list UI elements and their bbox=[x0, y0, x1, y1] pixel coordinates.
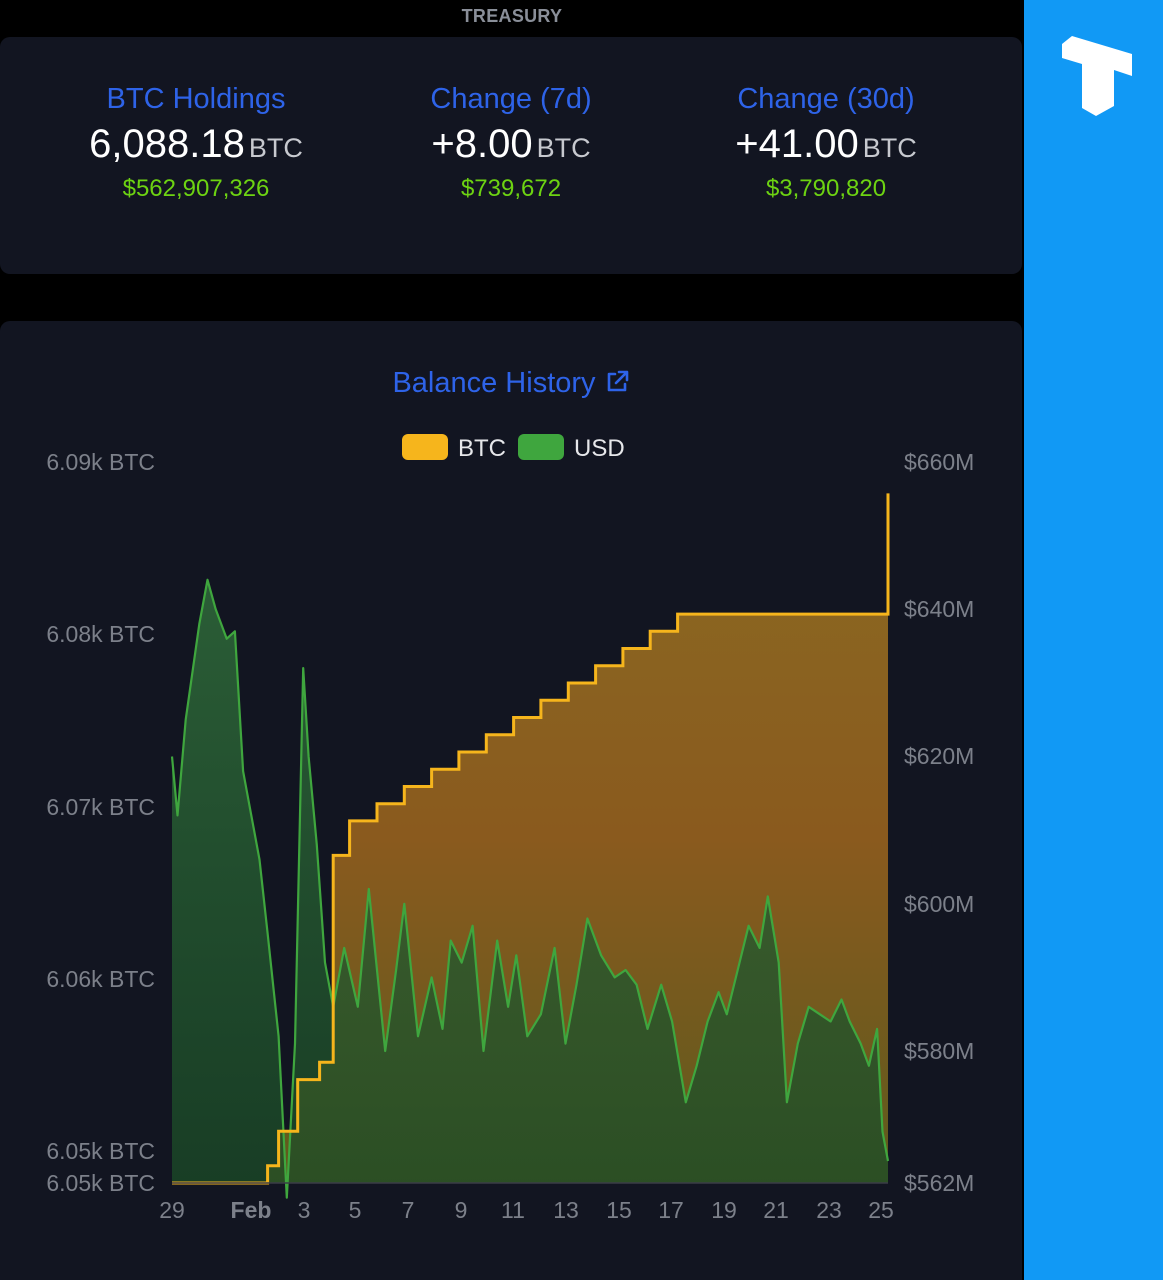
x-tick-label: 13 bbox=[553, 1197, 579, 1223]
stat-unit: BTC bbox=[862, 133, 917, 163]
stat-label: BTC Holdings bbox=[106, 83, 286, 115]
x-tick-label: 3 bbox=[298, 1197, 311, 1223]
stat-label: Change (7d) bbox=[430, 83, 592, 115]
stat-usd-value: $739,672 bbox=[460, 175, 562, 202]
legend-swatch bbox=[518, 434, 564, 460]
usd-series-line bbox=[170, 578, 890, 1199]
btc-series-line bbox=[172, 493, 890, 1185]
stat-change-30d: Change (30d) +41.00 BTC $3,790,820 bbox=[656, 83, 996, 203]
stat-value: 6,088.18 BTC bbox=[26, 122, 366, 167]
y-right-tick-label: $640M bbox=[904, 596, 974, 622]
chart-title[interactable]: Balance History bbox=[392, 367, 596, 399]
stat-usd-value: $562,907,326 bbox=[122, 175, 270, 202]
chart-lines bbox=[170, 493, 890, 1199]
stat-btc-holdings: BTC Holdings 6,088.18 BTC $562,907,326 bbox=[26, 83, 366, 203]
y-left-tick-label: 6.05k BTC bbox=[46, 1138, 155, 1164]
stats-card: BTC Holdings 6,088.18 BTC $562,907,326 Ch… bbox=[0, 37, 1022, 274]
stat-unit: BTC bbox=[536, 133, 591, 163]
x-tick-label: Feb bbox=[231, 1197, 272, 1223]
right-side-panel bbox=[1024, 0, 1163, 1280]
x-tick-label: 11 bbox=[501, 1197, 525, 1223]
balance-history-chart: BTC USD 6.09k BTC 6.08k BTC 6.07k BTC 6.06k … bbox=[46, 434, 974, 1223]
y-right-tick-label: $562M bbox=[904, 1170, 974, 1196]
chart-axes: 6.09k BTC 6.08k BTC 6.07k BTC 6.06k BTC 6.05… bbox=[46, 449, 974, 1223]
stat-usd-value: $3,790,820 bbox=[765, 175, 887, 202]
section-title: TREASURY bbox=[461, 6, 563, 26]
x-tick-label: 5 bbox=[349, 1197, 362, 1223]
legend-label: BTC bbox=[458, 435, 506, 462]
x-tick-label: 15 bbox=[606, 1197, 632, 1223]
y-left-tick-label: 6.06k BTC bbox=[46, 966, 155, 992]
x-tick-label: 19 bbox=[711, 1197, 737, 1223]
y-left-tick-label: 6.08k BTC bbox=[46, 621, 155, 647]
brand-logo-icon bbox=[1062, 36, 1132, 116]
x-tick-label: 9 bbox=[455, 1197, 468, 1223]
y-left-tick-label: 6.07k BTC bbox=[46, 794, 155, 820]
legend-label: USD bbox=[574, 435, 625, 462]
chart-legend: BTC USD bbox=[402, 434, 625, 462]
y-right-tick-label: $660M bbox=[904, 449, 974, 475]
chart-title-row[interactable]: Balance History bbox=[0, 367, 1022, 400]
stat-change-7d: Change (7d) +8.00 BTC $739,672 bbox=[341, 83, 681, 203]
stat-label: Change (30d) bbox=[737, 83, 915, 115]
stat-value: +8.00 BTC bbox=[341, 122, 681, 167]
stat-unit: BTC bbox=[248, 133, 303, 163]
y-right-tick-label: $580M bbox=[904, 1038, 974, 1064]
chart-card: Balance History BTC USD 6.09k BTC 6.08k BT… bbox=[0, 321, 1022, 1280]
usd-area bbox=[172, 579, 888, 1198]
x-tick-label: 7 bbox=[402, 1197, 415, 1223]
stat-number: +8.00 bbox=[431, 122, 533, 166]
x-tick-label: 23 bbox=[816, 1197, 842, 1223]
stat-number: 6,088.18 bbox=[89, 122, 245, 166]
x-tick-label: 21 bbox=[763, 1197, 789, 1223]
stat-value: +41.00 BTC bbox=[656, 122, 996, 167]
y-right-tick-label: $620M bbox=[904, 743, 974, 769]
y-left-tick-label: 6.09k BTC bbox=[46, 449, 155, 475]
x-tick-label: 25 bbox=[868, 1197, 894, 1223]
y-right-tick-label: $600M bbox=[904, 891, 974, 917]
y-left-tick-label: 6.05k BTC bbox=[46, 1170, 155, 1196]
chart-areas bbox=[172, 493, 888, 1198]
x-tick-label: 17 bbox=[658, 1197, 684, 1223]
external-link-icon[interactable] bbox=[604, 369, 630, 395]
x-tick-label: 29 bbox=[159, 1197, 185, 1223]
legend-swatch bbox=[402, 434, 448, 460]
stat-number: +41.00 bbox=[735, 122, 859, 166]
